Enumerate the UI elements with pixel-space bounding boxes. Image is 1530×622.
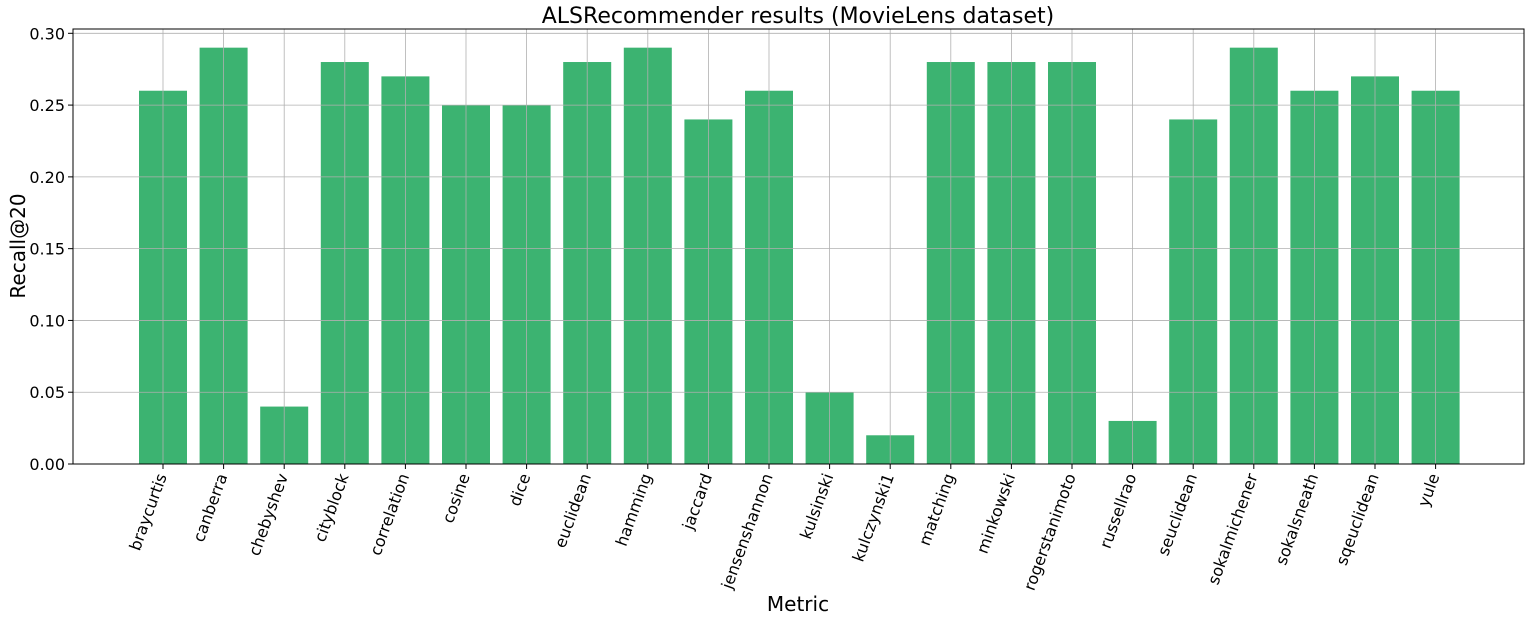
x-tick-label: rogerstanimoto bbox=[1020, 471, 1080, 593]
x-tick-label: correlation bbox=[366, 471, 413, 558]
x-tick-label: yule bbox=[1414, 471, 1443, 509]
x-tick-label: canberra bbox=[189, 471, 231, 545]
plot-frame bbox=[72, 28, 1525, 465]
x-tick-label: hamming bbox=[612, 471, 656, 549]
y-axis-label: Recall@20 bbox=[6, 193, 30, 298]
x-tick-label: matching bbox=[915, 471, 959, 548]
y-axis-ticks: 0.00 0.05 0.10 0.15 0.20 0.25 0.30 bbox=[29, 24, 73, 474]
x-gridlines bbox=[162, 29, 1436, 464]
y-tick-label: 0.00 bbox=[29, 455, 65, 474]
x-axis-ticks: braycurtis canberra chebyshev cityblock corr… bbox=[125, 464, 1443, 593]
y-tick-label: 0.20 bbox=[29, 168, 65, 187]
x-tick-label: euclidean bbox=[551, 471, 595, 550]
x-tick-label: russellrao bbox=[1096, 471, 1141, 551]
x-tick-label: jensenshannon bbox=[717, 471, 777, 592]
y-tick-label: 0.10 bbox=[29, 311, 65, 330]
y-tick-label: 0.15 bbox=[29, 240, 65, 259]
x-tick-label: jaccard bbox=[678, 471, 716, 533]
x-axis-label: Metric bbox=[767, 592, 829, 616]
y-tick-label: 0.05 bbox=[29, 383, 65, 402]
x-tick-label: sokalmichener bbox=[1204, 470, 1262, 587]
x-tick-label: seuclidean bbox=[1154, 471, 1201, 558]
x-tick-label: minkowski bbox=[973, 471, 1020, 556]
x-tick-label: sokalsneath bbox=[1272, 471, 1323, 568]
x-tick-label: cityblock bbox=[310, 470, 353, 544]
bars bbox=[139, 47, 1460, 465]
x-tick-label: sqeuclidean bbox=[1332, 471, 1383, 568]
x-tick-label: kulsinski bbox=[796, 471, 837, 542]
x-tick-label: kulczynski1 bbox=[849, 471, 898, 564]
x-tick-label: cosine bbox=[438, 471, 473, 526]
x-tick-label: dice bbox=[505, 471, 534, 509]
y-tick-label: 0.30 bbox=[29, 24, 65, 43]
x-tick-label: chebyshev bbox=[245, 471, 292, 559]
x-tick-label: braycurtis bbox=[125, 471, 170, 553]
y-tick-label: 0.25 bbox=[29, 96, 65, 115]
chart-title: ALSRecommender results (MovieLens datase… bbox=[542, 4, 1055, 29]
